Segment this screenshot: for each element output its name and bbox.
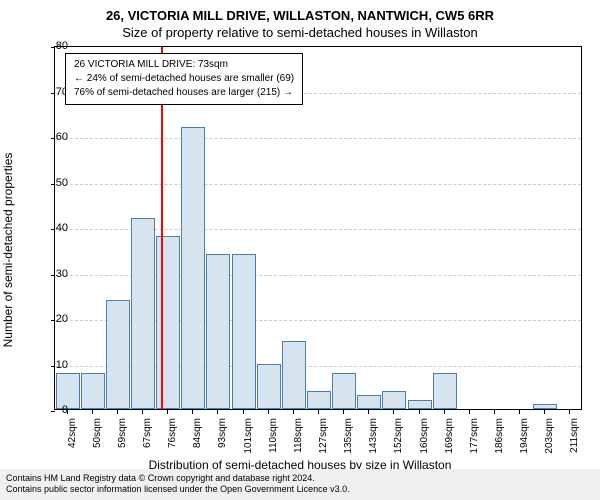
xtick-label: 152sqm [393,418,404,458]
xtick-mark [217,410,218,414]
xtick-mark [544,410,545,414]
ytick-label: 70 [40,86,68,98]
xtick-mark [444,410,445,414]
legend-line: 26 VICTORIA MILL DRIVE: 73sqm [74,58,294,72]
xtick-label: 135sqm [343,418,354,458]
histogram-bar [408,400,432,409]
xtick-label: 143sqm [368,418,379,458]
xtick-mark [469,410,470,414]
histogram-bar [282,341,306,409]
legend-line: ← 24% of semi-detached houses are smalle… [74,72,294,86]
xtick-label: 93sqm [217,418,228,458]
xtick-label: 211sqm [569,418,580,458]
gridline [55,138,581,139]
ytick-label: 80 [40,40,68,52]
xtick-mark [167,410,168,414]
xtick-label: 50sqm [92,418,103,458]
xtick-mark [192,410,193,414]
histogram-bar [181,127,205,409]
legend-line: 76% of semi-detached houses are larger (… [74,86,294,100]
ytick-label: 60 [40,131,68,143]
histogram-bar [81,373,105,409]
property-info-box: 26 VICTORIA MILL DRIVE: 73sqm← 24% of se… [65,53,303,105]
gridline [55,184,581,185]
histogram-bar [433,373,457,409]
ytick-label: 0 [40,404,68,416]
ytick-label: 30 [40,268,68,280]
xtick-label: 203sqm [544,418,555,458]
ytick-label: 20 [40,313,68,325]
xtick-label: 169sqm [444,418,455,458]
attribution-footer: Contains HM Land Registry data © Crown c… [0,469,600,500]
xtick-mark [343,410,344,414]
xtick-label: 186sqm [494,418,505,458]
xtick-label: 118sqm [293,418,304,458]
xtick-mark [142,410,143,414]
xtick-label: 127sqm [318,418,329,458]
histogram-bar [382,391,406,409]
xtick-mark [569,410,570,414]
xtick-mark [393,410,394,414]
xtick-label: 59sqm [117,418,128,458]
histogram-bar [332,373,356,409]
xtick-mark [92,410,93,414]
xtick-label: 67sqm [142,418,153,458]
xtick-mark [243,410,244,414]
ytick-label: 40 [40,222,68,234]
xtick-label: 76sqm [167,418,178,458]
xtick-label: 101sqm [243,418,254,458]
xtick-label: 110sqm [268,418,279,458]
ytick-label: 50 [40,177,68,189]
xtick-mark [419,410,420,414]
histogram-bar [206,254,230,409]
y-axis-label: Number of semi-detached properties [1,153,15,348]
xtick-label: 160sqm [419,418,430,458]
chart-title-description: Size of property relative to semi-detach… [0,23,600,40]
xtick-label: 42sqm [67,418,78,458]
xtick-label: 194sqm [519,418,530,458]
histogram-bar [307,391,331,409]
xtick-mark [293,410,294,414]
xtick-mark [368,410,369,414]
histogram-bar [257,364,281,410]
xtick-label: 84sqm [192,418,203,458]
xtick-mark [67,410,68,414]
footer-line-1: Contains HM Land Registry data © Crown c… [6,473,594,485]
histogram-bar [131,218,155,409]
ytick-label: 10 [40,359,68,371]
xtick-mark [519,410,520,414]
chart-title-address: 26, VICTORIA MILL DRIVE, WILLASTON, NANT… [0,0,600,23]
histogram-plot-area: 26 VICTORIA MILL DRIVE: 73sqm← 24% of se… [54,46,582,410]
xtick-mark [268,410,269,414]
footer-line-2: Contains public sector information licen… [6,484,594,496]
xtick-mark [117,410,118,414]
histogram-bar [357,395,381,409]
xtick-mark [494,410,495,414]
histogram-bar [232,254,256,409]
histogram-bar [106,300,130,409]
xtick-mark [318,410,319,414]
xtick-label: 177sqm [469,418,480,458]
histogram-bar [533,404,557,409]
